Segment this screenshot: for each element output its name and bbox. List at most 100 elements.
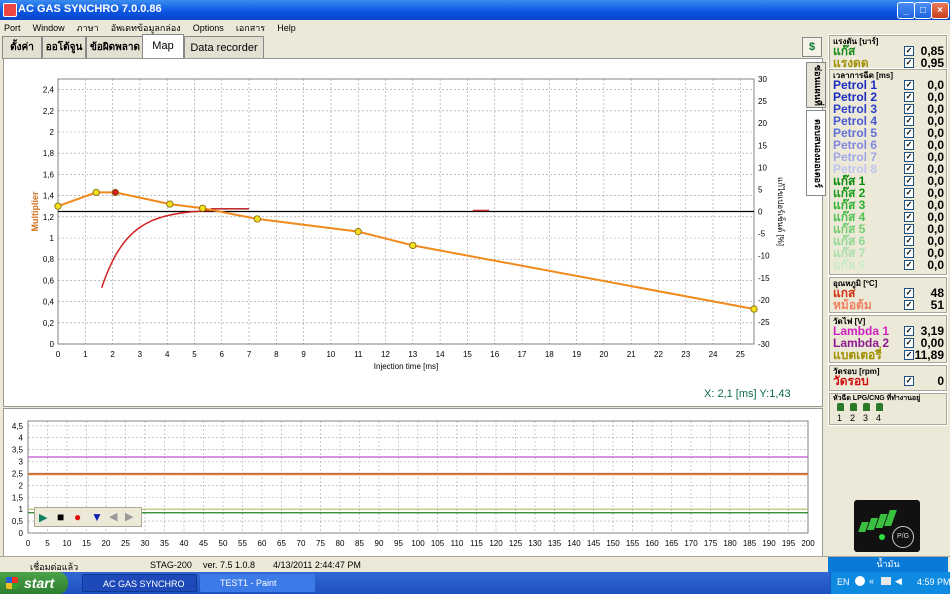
x-tick-label: 13 [408,350,417,359]
tab-map[interactable]: Map [142,34,184,59]
right-arrow-icon[interactable]: ▶ [125,511,134,523]
window-title: AC GAS SYNCHRO 7.0.0.86 [18,3,162,15]
x-tick-label: 1 [83,350,88,359]
recorder-chart[interactable]: 0 0,5 1 1,5 2 2,5 3 3,5 4 4,5 0 5 10 15 20 25 30 35 40 45 50… [4,409,822,557]
app-icon [3,3,17,17]
show-checkbox[interactable]: ✓ [904,152,914,162]
language-indicator[interactable]: EN [837,577,850,587]
x-tick-label: 19 [572,350,581,359]
y-tick-label: 1,4 [43,192,55,201]
show-checkbox[interactable]: ✓ [904,58,914,68]
reading-row: แบตเตอรี่ ✓ 11,89 [833,349,947,361]
show-checkbox[interactable]: ✓ [904,140,914,150]
status-bar: เชื่อมต่อแล้ว STAG-200 ver. 7.5 1.0.8 4/… [0,556,950,573]
reading-value: 0,0 [927,138,944,152]
show-checkbox[interactable]: ✓ [904,46,914,56]
close-button[interactable]: × [931,2,949,19]
minimize-button[interactable]: _ [897,2,915,19]
play-icon[interactable]: ▶ [39,512,48,524]
map-point[interactable] [253,215,261,223]
network-icon[interactable] [881,577,891,585]
reading-value: 0,00 [920,336,944,350]
map-point[interactable] [409,241,417,250]
vtab-motor-response[interactable]: ตอบสนองมอเตอร์ [806,110,826,196]
x-tick-label: 160 [645,539,659,548]
map-point[interactable] [166,200,174,208]
map-point[interactable] [354,228,362,236]
fuel-switch-button[interactable]: P/G [892,526,914,548]
show-checkbox[interactable]: ✓ [904,164,914,174]
menu-options[interactable]: Options [192,23,224,33]
y-tick-label: 0,6 [43,276,55,285]
tab-autotune[interactable]: ออโต้จูน [42,36,86,59]
show-checkbox[interactable]: ✓ [904,288,914,298]
volume-icon[interactable]: ◀ [895,576,902,586]
tab-settings[interactable]: ตั้งค่า [2,36,42,59]
x-tick-label: 155 [626,539,640,548]
y-tick-label: 1 [50,234,55,243]
show-checkbox[interactable]: ✓ [904,376,914,386]
refresh-icon[interactable]: $ [802,37,822,57]
y-tick-label: 2,5 [12,469,24,478]
vtab-hide-map[interactable]: ซ่อนแผนที่ [806,62,826,108]
map-point[interactable] [750,305,758,313]
maximize-button[interactable]: □ [914,2,932,19]
record-icon[interactable]: ● [74,510,82,524]
show-checkbox[interactable]: ✓ [904,300,914,310]
show-checkbox[interactable]: ✓ [904,200,914,210]
fuel-switch-widget[interactable]: P/G [854,500,920,552]
tab-errors[interactable]: ข้อผิดพลาด [86,36,144,59]
menu-update[interactable]: อัพเดทข้อมูลกล่อง [110,23,181,33]
menu-window[interactable]: Window [32,23,65,33]
reading-name: แก๊ส 7 [833,246,866,260]
stop-icon[interactable]: ■ [57,510,65,524]
group-title: หัวฉีด LPG/CNG ที่ทำงานอยู่ [833,395,921,402]
reading-row: Petrol 2 ✓ 0,0 [833,91,947,103]
x-tick-label: 6 [220,350,225,359]
tab-data-recorder[interactable]: Data recorder [184,36,264,59]
reading-name: Petrol 2 [833,90,878,104]
show-checkbox[interactable]: ✓ [904,260,914,270]
reading-name: แก๊ส 3 [833,198,866,212]
show-checkbox[interactable]: ✓ [904,224,914,234]
selected-map-point[interactable] [111,188,119,197]
show-checkbox[interactable]: ✓ [904,338,914,348]
status-datetime: 4/13/2011 2:44:47 PM [273,560,361,570]
pressure-group: แรงดัน [บาร์] แก๊ส ✓ 0,85 แรงดด ✓ 0,95 [828,34,948,70]
x-tick-label: 150 [606,539,620,548]
show-checkbox[interactable]: ✓ [904,80,914,90]
show-checkbox[interactable]: ✓ [904,188,914,198]
show-checkbox[interactable]: ✓ [904,176,914,186]
arrow-icon[interactable]: « [869,576,875,586]
down-arrow-icon[interactable]: ▼ [91,510,103,524]
map-panel: 0 1 2 3 4 5 6 7 8 9 10 11 12 13 14 15 16 17 18 19 20 21 22 23 24… [3,58,823,407]
task-ac-gas-synchro[interactable]: AC GAS SYNCHRO [82,574,197,592]
show-checkbox[interactable]: ✓ [904,326,914,336]
show-checkbox[interactable]: ✓ [904,116,914,126]
show-checkbox[interactable]: ✓ [904,92,914,102]
map-point[interactable] [92,188,100,197]
menu-port[interactable]: Port [4,23,21,33]
x-tick-label: 2 [110,350,115,359]
start-button[interactable]: start [0,572,68,594]
show-checkbox[interactable]: ✓ [904,212,914,222]
map-chart[interactable]: 0 1 2 3 4 5 6 7 8 9 10 11 12 13 14 15 16 17 18 19 20 21 22 23 24… [4,59,822,406]
reading-value: 0,0 [927,246,944,260]
show-checkbox[interactable]: ✓ [904,248,914,258]
task-paint[interactable]: TEST1 - Paint [200,574,315,592]
y-tick-label: 4 [19,434,24,443]
x-tick-label: 7 [247,350,252,359]
x-axis-title: Injection time [ms] [374,362,438,371]
left-arrow-icon[interactable]: ◀ [109,511,118,523]
menu-documents[interactable]: เอกสาร [235,23,266,33]
show-checkbox[interactable]: ✓ [904,350,914,360]
help-icon[interactable] [855,576,865,586]
y-tick-label: 1,5 [12,493,24,502]
map-point[interactable] [199,204,207,212]
show-checkbox[interactable]: ✓ [904,104,914,114]
show-checkbox[interactable]: ✓ [904,236,914,246]
map-point[interactable] [54,202,62,210]
show-checkbox[interactable]: ✓ [904,128,914,138]
menu-language[interactable]: ภาษา [76,23,99,33]
menu-help[interactable]: Help [277,23,296,33]
